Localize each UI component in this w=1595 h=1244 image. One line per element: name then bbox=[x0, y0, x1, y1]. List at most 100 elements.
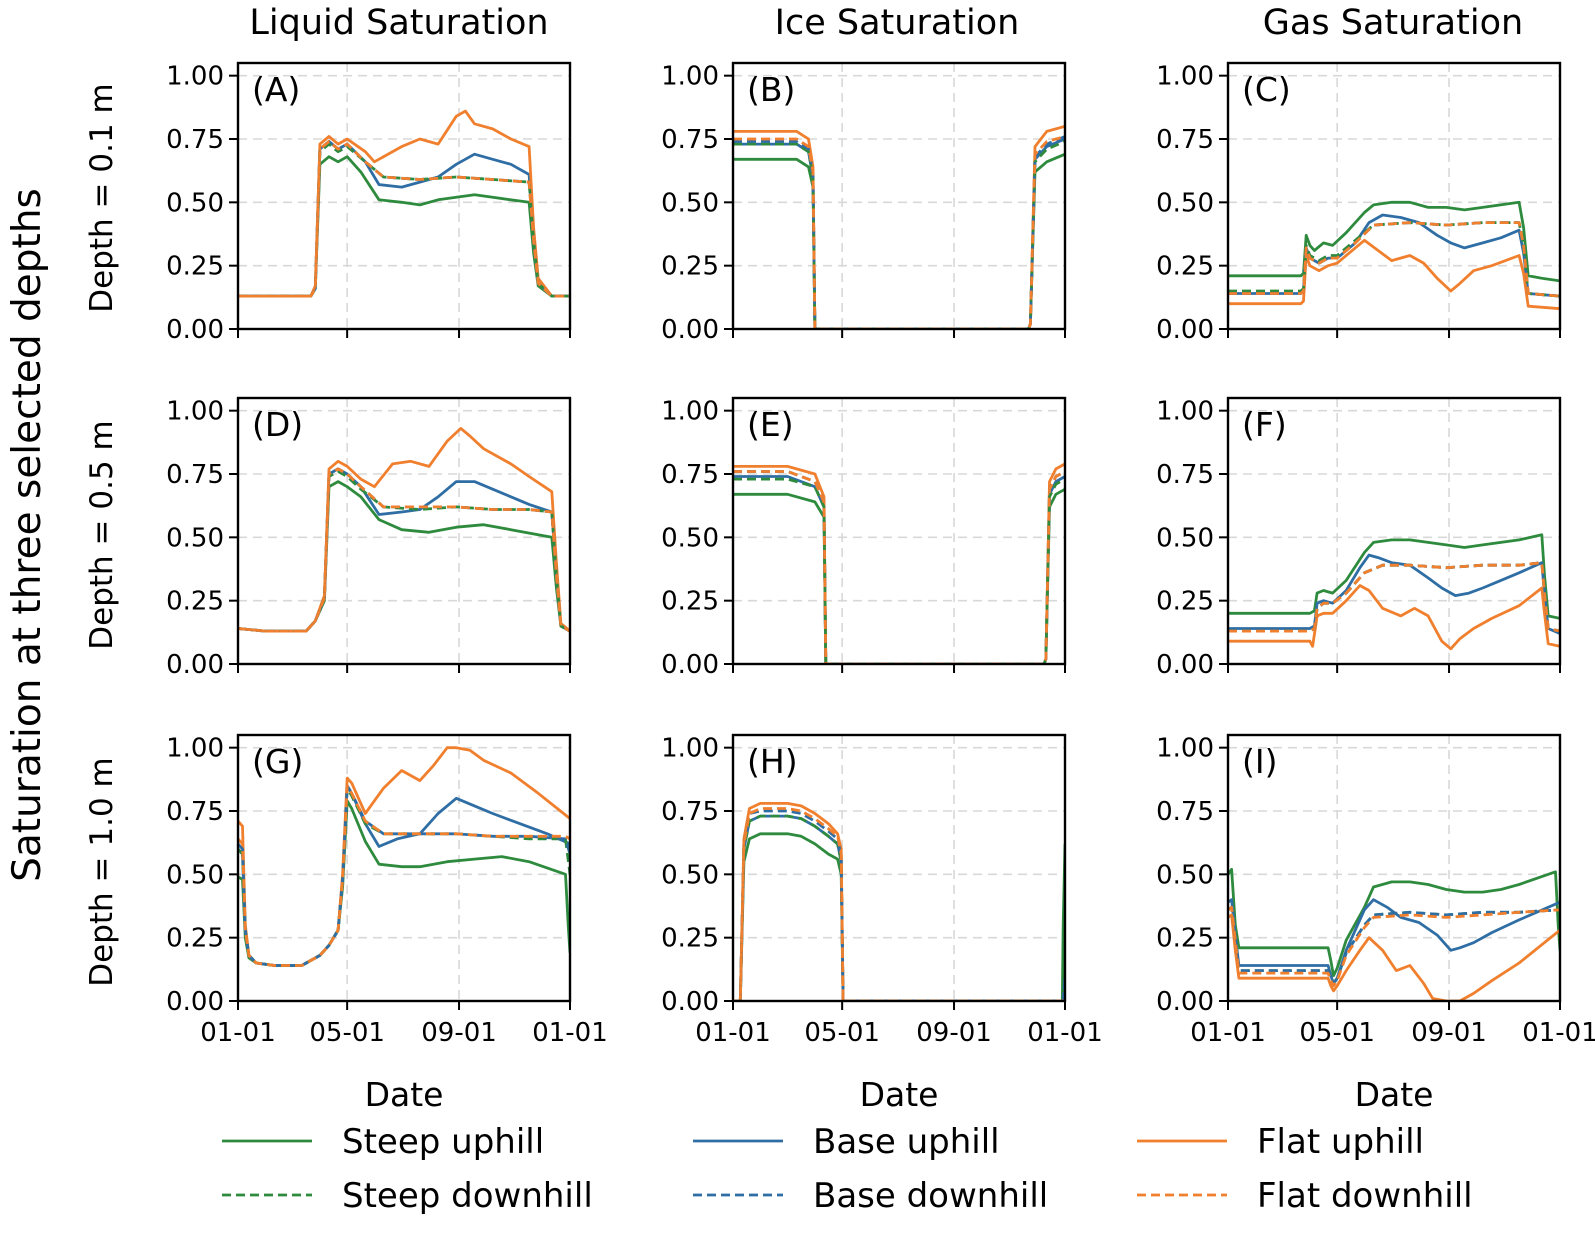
series-line-steep-uphill bbox=[733, 152, 1065, 329]
legend-item: Flat downhill bbox=[1137, 1176, 1473, 1216]
series-line-base-downhill bbox=[238, 784, 570, 967]
y-tick-label: 0.25 bbox=[1156, 252, 1214, 282]
series-line-base-uphill bbox=[733, 475, 1065, 664]
y-tick-label: 0.75 bbox=[661, 460, 719, 490]
y-tick-label: 0.00 bbox=[1156, 987, 1214, 1017]
series-group bbox=[1228, 533, 1560, 651]
panel-b: 0.00 0.25 0.50 0.75 1.00 (B) bbox=[661, 61, 1067, 345]
y-tick-label: 1.00 bbox=[166, 734, 224, 764]
panel-letter: (A) bbox=[252, 70, 300, 109]
panel-frame bbox=[731, 61, 1067, 331]
series-line-steep-uphill bbox=[1228, 533, 1560, 620]
panel-frame bbox=[236, 733, 572, 1003]
panel-h: 0.00 0.25 0.50 0.75 1.00 01-01 05-01 09-01 01-01… bbox=[661, 734, 1103, 1114]
legend: Steep uphill Base uphill Flat uphill Steep … bbox=[222, 1122, 1473, 1216]
legend-label: Steep downhill bbox=[342, 1176, 593, 1216]
y-tick-label: 0.50 bbox=[661, 523, 719, 553]
series-group bbox=[733, 462, 1065, 664]
panel-f: 0.00 0.25 0.50 0.75 1.00 (F) bbox=[1156, 397, 1562, 680]
series-line-flat-downhill bbox=[733, 807, 1065, 1001]
y-tick-label: 1.00 bbox=[1156, 397, 1214, 427]
x-axis-label: Date bbox=[860, 1075, 939, 1114]
series-line-flat-downhill bbox=[238, 140, 570, 298]
legend-label: Flat downhill bbox=[1257, 1176, 1473, 1216]
panel-d: 0.00 0.25 0.50 0.75 1.00 (D) bbox=[166, 397, 572, 680]
series-group bbox=[1228, 867, 1560, 1001]
y-tick-label: 0.25 bbox=[166, 924, 224, 954]
y-tick-label: 0.75 bbox=[1156, 797, 1214, 827]
super-ylabel: Saturation at three selected depths bbox=[5, 188, 50, 882]
column-title-liquid: Liquid Saturation bbox=[249, 3, 548, 43]
panel-a: 0.00 0.25 0.50 0.75 1.00 (A) bbox=[166, 62, 572, 345]
series-line-steep-downhill bbox=[733, 140, 1065, 329]
y-tick-label: 0.00 bbox=[166, 650, 224, 680]
legend-item: Base downhill bbox=[693, 1176, 1048, 1216]
series-group bbox=[733, 124, 1065, 329]
x-tick-label: 01-01 bbox=[1027, 1018, 1103, 1048]
panel-frame bbox=[1226, 61, 1562, 331]
series-group bbox=[733, 802, 1065, 1001]
panel-letter: (C) bbox=[1242, 70, 1291, 109]
series-line-steep-uphill bbox=[1228, 867, 1560, 978]
row-label-depth-1-0: Depth = 1.0 m bbox=[84, 757, 120, 986]
y-tick-label: 0.25 bbox=[166, 587, 224, 617]
legend-item: Base uphill bbox=[693, 1122, 1000, 1162]
legend-item: Flat uphill bbox=[1137, 1122, 1424, 1162]
x-axis-label: Date bbox=[1355, 1075, 1434, 1114]
y-tick-label: 0.75 bbox=[1156, 460, 1214, 490]
x-tick-label: 05-01 bbox=[309, 1018, 385, 1048]
series-group bbox=[238, 109, 570, 298]
row-label-depth-0-5: Depth = 0.5 m bbox=[84, 420, 120, 649]
x-tick-label: 01-01 bbox=[1522, 1018, 1595, 1048]
x-tick-label: 09-01 bbox=[916, 1018, 992, 1048]
panel-letter: (B) bbox=[747, 70, 795, 109]
y-tick-label: 0.75 bbox=[1156, 125, 1214, 155]
x-tick-label: 05-01 bbox=[1299, 1018, 1375, 1048]
legend-item: Steep uphill bbox=[222, 1122, 544, 1162]
row-label-depth-0-1: Depth = 0.1 m bbox=[84, 83, 120, 312]
y-tick-label: 0.25 bbox=[166, 252, 224, 282]
y-tick-label: 0.00 bbox=[1156, 315, 1214, 345]
panel-frame bbox=[1226, 733, 1562, 1003]
legend-label: Flat uphill bbox=[1257, 1122, 1424, 1162]
x-tick-label: 01-01 bbox=[200, 1018, 276, 1048]
y-tick-label: 0.75 bbox=[166, 460, 224, 490]
series-line-steep-uphill bbox=[733, 487, 1065, 664]
y-tick-label: 0.00 bbox=[1156, 650, 1214, 680]
series-line-flat-downhill bbox=[238, 467, 570, 633]
legend-label: Base uphill bbox=[813, 1122, 1000, 1162]
panel-letter: (I) bbox=[1242, 742, 1277, 781]
series-line-flat-uphill bbox=[733, 462, 1065, 664]
y-tick-label: 0.00 bbox=[661, 315, 719, 345]
panel-i: 0.00 0.25 0.50 0.75 1.00 01-01 05-01 09-01 01-01… bbox=[1156, 734, 1595, 1114]
y-tick-label: 0.25 bbox=[1156, 587, 1214, 617]
y-tick-label: 0.50 bbox=[166, 523, 224, 553]
x-tick-label: 01-01 bbox=[695, 1018, 771, 1048]
series-line-steep-downhill bbox=[1228, 221, 1560, 298]
panel-letter: (F) bbox=[1242, 405, 1287, 444]
series-group bbox=[238, 746, 570, 967]
legend-label: Steep uphill bbox=[342, 1122, 544, 1162]
series-line-steep-uphill bbox=[1228, 200, 1560, 283]
y-tick-label: 1.00 bbox=[1156, 62, 1214, 92]
y-tick-label: 0.00 bbox=[166, 315, 224, 345]
panel-frame bbox=[731, 396, 1067, 666]
series-line-flat-uphill bbox=[238, 109, 570, 298]
y-tick-label: 0.75 bbox=[661, 125, 719, 155]
series-line-flat-downhill bbox=[1228, 561, 1560, 633]
x-tick-label: 05-01 bbox=[804, 1018, 880, 1048]
panel-letter: (H) bbox=[747, 742, 798, 781]
series-line-base-uphill bbox=[1228, 898, 1560, 985]
column-title-ice: Ice Saturation bbox=[775, 3, 1020, 43]
y-tick-label: 0.25 bbox=[661, 924, 719, 954]
series-line-flat-downhill bbox=[1228, 905, 1560, 988]
y-tick-label: 1.00 bbox=[661, 734, 719, 764]
y-tick-label: 0.00 bbox=[661, 650, 719, 680]
x-axis-label: Date bbox=[365, 1075, 444, 1114]
panels-group: 0.00 0.25 0.50 0.75 1.00 (A) 0.00 0.25 0.50 0.75 1… bbox=[166, 62, 1595, 1114]
series-line-flat-uphill bbox=[1228, 584, 1560, 651]
y-tick-label: 0.75 bbox=[166, 797, 224, 827]
y-tick-label: 0.75 bbox=[166, 125, 224, 155]
